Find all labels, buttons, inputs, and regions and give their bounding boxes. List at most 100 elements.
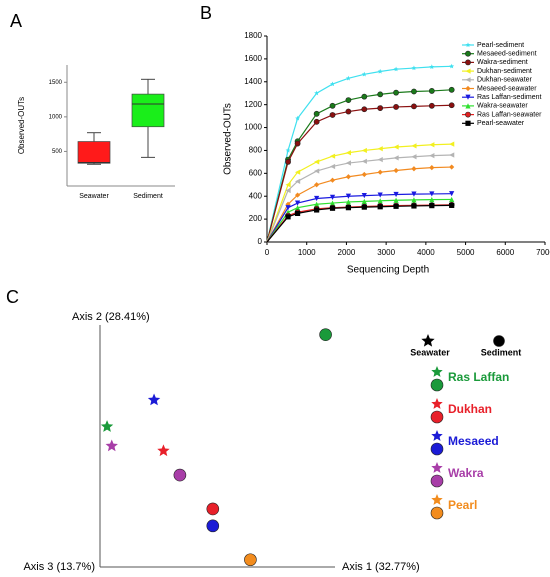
data-point	[361, 71, 367, 77]
legend-label: Wakra-seawater	[477, 103, 528, 110]
legend-marker	[465, 77, 471, 83]
x-tick-label: 4000	[417, 248, 435, 257]
y-tick-label: 0	[258, 237, 263, 246]
data-point	[329, 163, 336, 170]
data-point	[294, 210, 301, 216]
data-point	[314, 182, 320, 188]
data-point	[393, 144, 399, 150]
data-point	[361, 204, 367, 210]
legend-marker	[431, 398, 443, 409]
data-point	[361, 171, 367, 178]
y-tick-label: 1200	[244, 100, 262, 109]
legend-marker	[465, 103, 471, 109]
series-line	[266, 204, 452, 243]
data-point	[411, 65, 417, 71]
legend-label: Ras Laffan-seawater	[477, 111, 542, 118]
x-tick-label: Sediment	[133, 193, 163, 200]
data-point	[429, 64, 435, 70]
legend-marker	[465, 111, 471, 118]
data-point	[329, 153, 336, 159]
data-point	[330, 81, 336, 87]
legend-marker	[431, 430, 443, 441]
data-point	[429, 191, 435, 197]
series-line	[266, 65, 452, 243]
data-point	[377, 105, 384, 111]
y-tick-label: 1400	[244, 77, 262, 86]
legend-label: Pearl-sediment	[477, 42, 524, 49]
x-tick-label: 6000	[496, 248, 514, 257]
data-point	[329, 112, 336, 118]
data-point	[449, 202, 455, 208]
data-point	[393, 89, 399, 96]
data-point	[449, 141, 455, 147]
panel-label: A	[10, 11, 22, 31]
data-point	[294, 200, 301, 206]
data-point	[361, 147, 367, 154]
data-point	[285, 147, 291, 153]
data-point	[329, 102, 336, 109]
data-point	[147, 393, 161, 406]
data-point	[377, 192, 383, 198]
data-point	[377, 198, 383, 204]
data-point	[449, 164, 455, 170]
box	[131, 93, 165, 128]
y-tick-label: 200	[249, 214, 263, 223]
legend-marker	[421, 334, 435, 347]
x-tick-label: 2000	[338, 248, 356, 257]
data-point	[294, 178, 301, 184]
x-axis-label: Sequencing Depth	[347, 265, 429, 276]
data-point	[429, 142, 435, 148]
data-point	[377, 68, 383, 74]
data-point	[449, 152, 455, 158]
legend-label: Mesaeed	[448, 434, 499, 448]
data-point	[319, 328, 332, 341]
y-tick-label: 800	[249, 146, 263, 155]
y-tick-label: 500	[52, 149, 63, 155]
panel-label: B	[200, 3, 212, 23]
data-point	[329, 194, 336, 200]
legend-marker	[430, 506, 444, 520]
data-point	[314, 90, 320, 96]
series-line	[266, 89, 452, 243]
z-axis-label: Axis 3 (13.7%)	[23, 561, 95, 573]
series-line	[266, 154, 452, 243]
x-tick-label: 7000	[536, 248, 550, 257]
series-line	[266, 143, 452, 243]
data-point	[361, 198, 367, 204]
x-tick-label: Seawater	[79, 193, 109, 200]
data-point	[295, 115, 301, 121]
data-point	[411, 166, 417, 172]
series-line	[266, 193, 452, 243]
data-point	[314, 159, 320, 165]
data-point	[329, 177, 336, 183]
data-point	[429, 203, 435, 209]
data-point	[345, 108, 352, 115]
x-axis-label: Axis 1 (32.77%)	[342, 561, 420, 573]
panel-label: C	[6, 287, 19, 307]
legend-label: Pearl-seawater	[477, 120, 525, 127]
data-point	[206, 519, 220, 533]
y-tick-label: 1500	[49, 80, 63, 86]
y-tick-label: 400	[249, 191, 263, 200]
data-point	[411, 154, 417, 160]
legend-label: Wakra	[448, 466, 484, 480]
y-tick-label: 1000	[49, 114, 63, 120]
legend-marker	[431, 366, 443, 377]
legend-marker	[465, 68, 471, 74]
data-point	[393, 203, 399, 209]
data-point	[411, 103, 417, 110]
legend-marker	[465, 94, 471, 100]
data-point	[329, 200, 336, 206]
y-tick-label: 1000	[244, 123, 262, 132]
legend-marker	[465, 59, 471, 66]
legend-label: Dukhan-sediment	[477, 68, 532, 75]
data-point	[345, 205, 352, 211]
data-point	[329, 205, 336, 211]
data-point	[411, 88, 417, 95]
y-tick-label: 1800	[244, 31, 262, 40]
data-point	[377, 157, 383, 163]
data-point	[377, 91, 384, 98]
legend-label: Ras Laffan-sediment	[477, 94, 542, 101]
data-point	[345, 75, 351, 81]
legend-label: Dukhan	[448, 402, 492, 416]
